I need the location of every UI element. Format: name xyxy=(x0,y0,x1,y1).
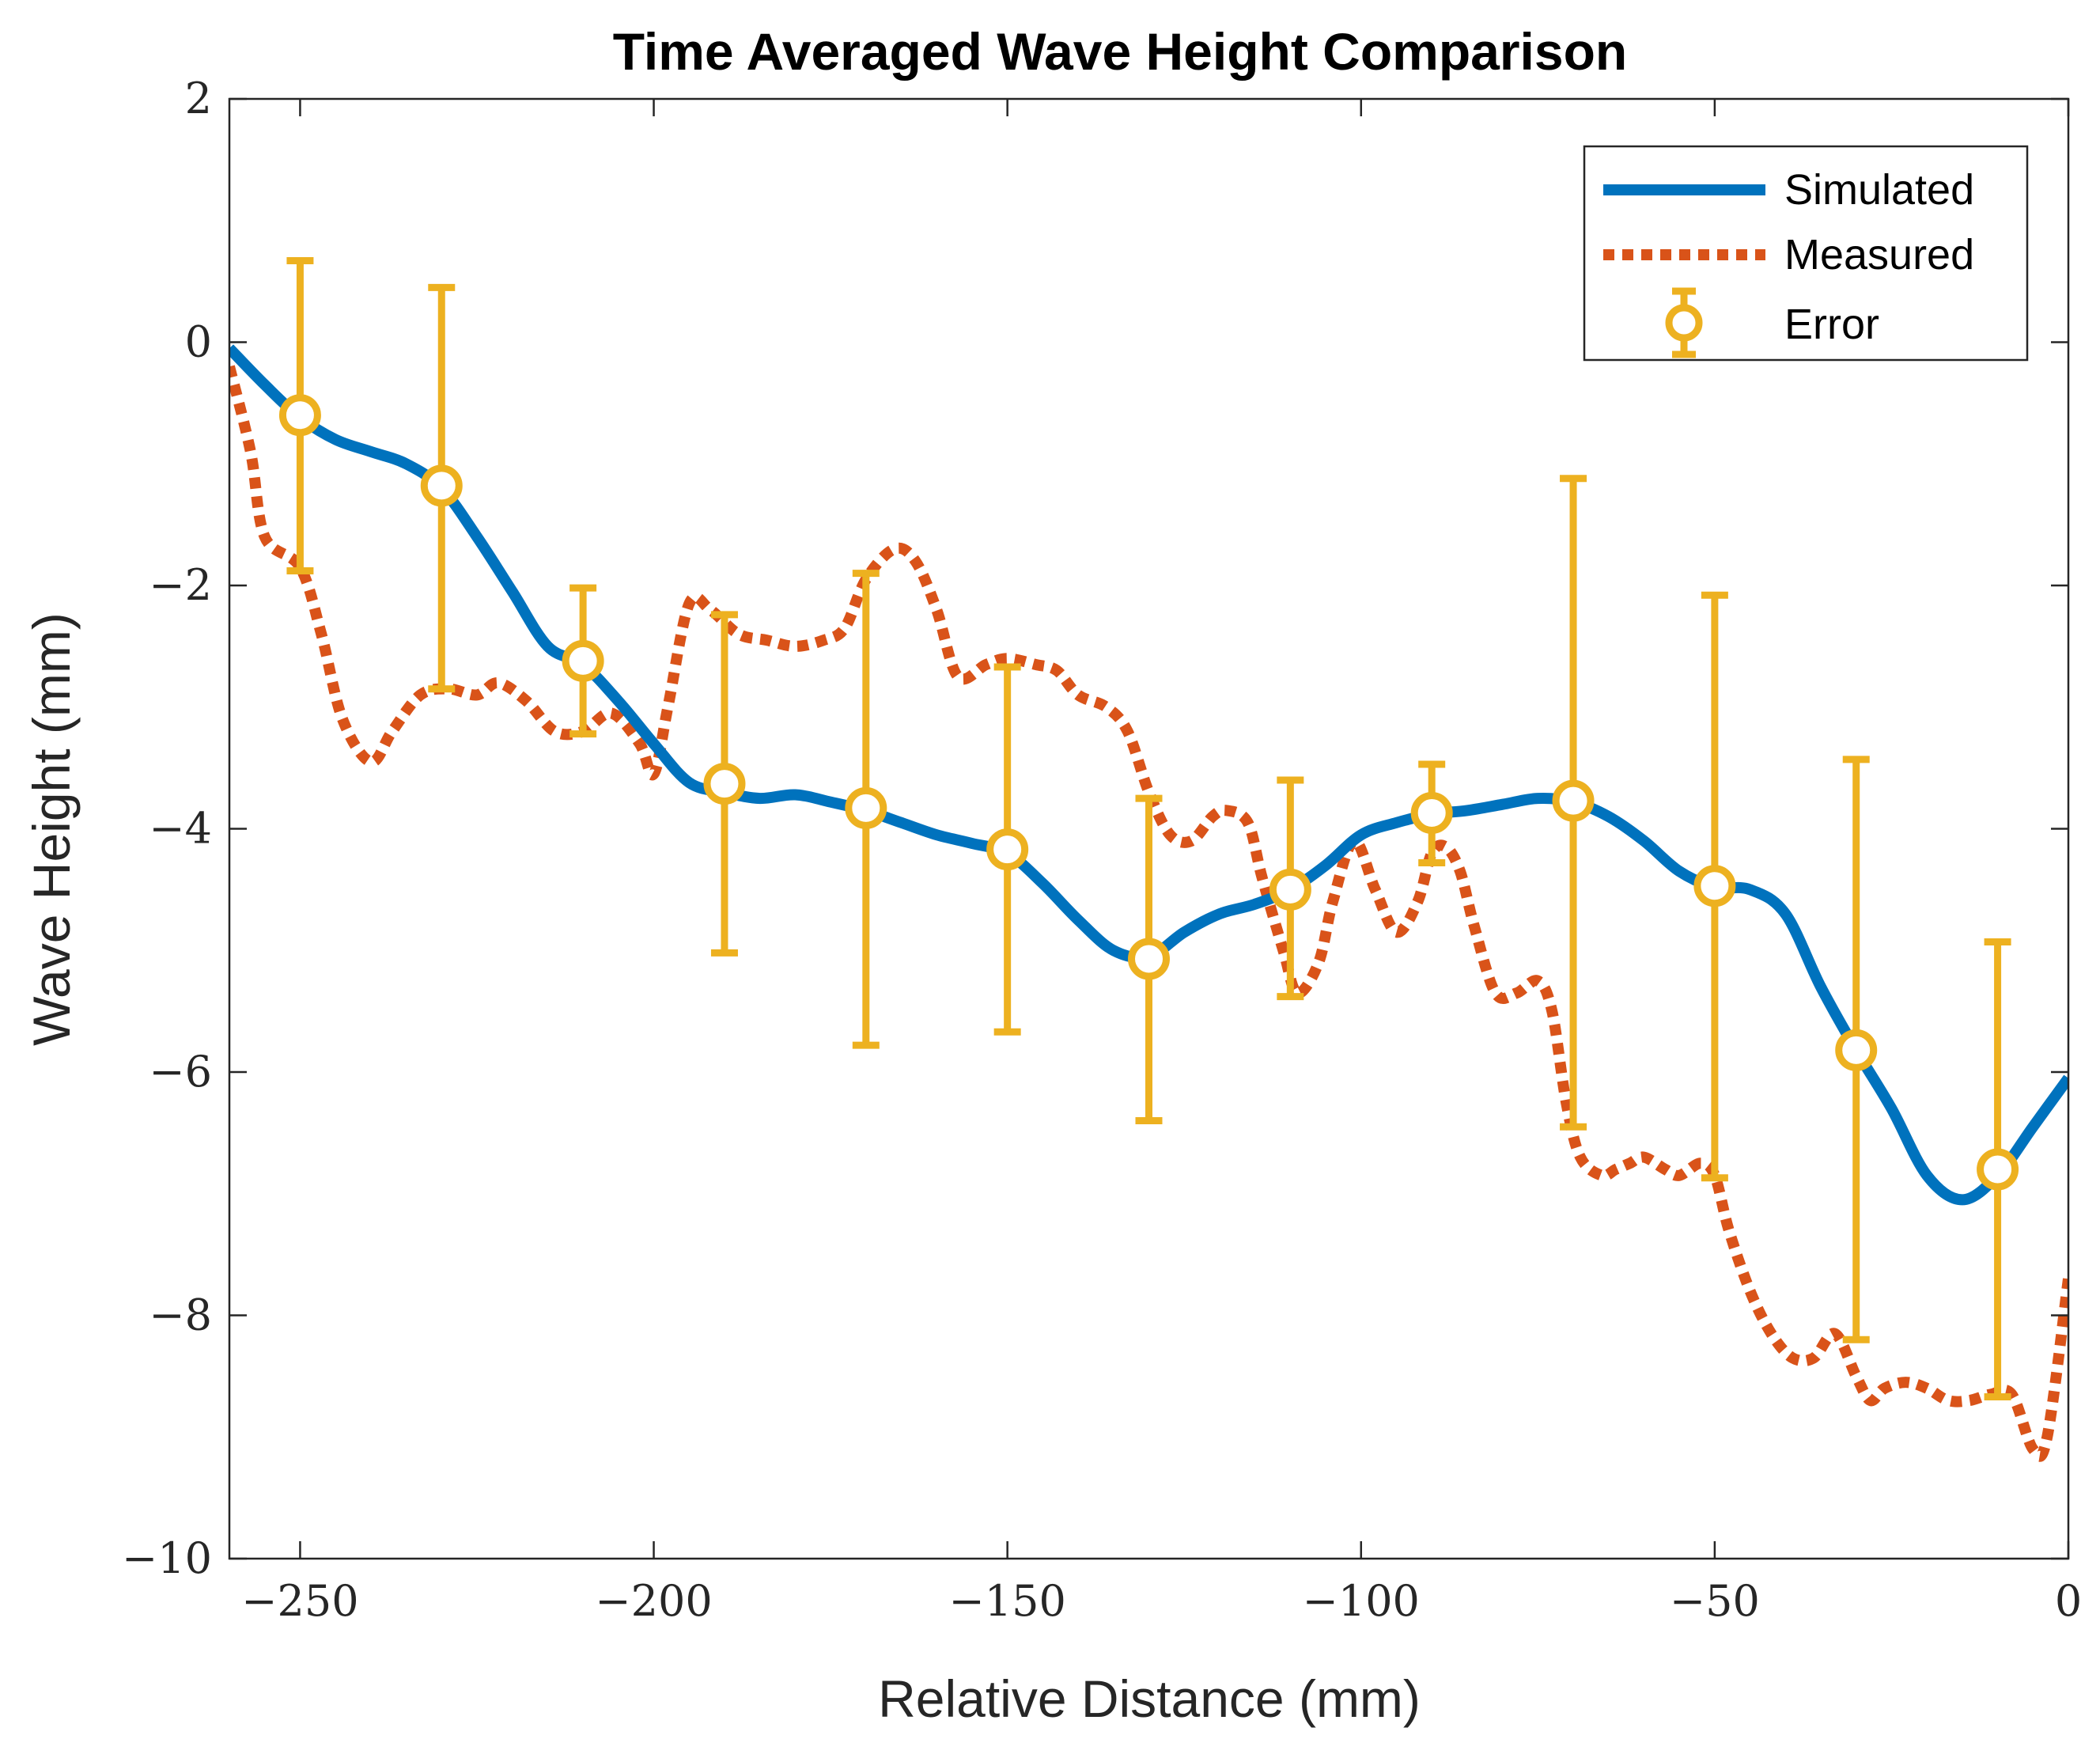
error-bar-marker xyxy=(1552,779,1595,822)
error-bar-marker xyxy=(1693,865,1736,907)
error-bar-marker xyxy=(1977,1148,2019,1191)
y-tick-label: −10 xyxy=(122,1533,212,1583)
ticks-layer: −250 −200 −150 −100 −50 0 −10 −8 −6 −4 −2 0 2 xyxy=(122,74,2082,1626)
legend-simulated-label: Simulated xyxy=(1784,166,1974,214)
error-bar-point xyxy=(1269,776,1311,1001)
error-bar-point xyxy=(845,570,887,1049)
error-bar-point xyxy=(562,584,604,738)
x-tick-label: 0 xyxy=(2055,1576,2082,1626)
x-tick-label: −50 xyxy=(1670,1576,1760,1626)
legend-error-swatch xyxy=(1665,287,1703,358)
error-bar-marker xyxy=(1128,938,1170,980)
error-bar-point xyxy=(1410,760,1453,867)
error-bar-marker xyxy=(845,786,887,829)
y-tick-label: −8 xyxy=(149,1290,212,1340)
error-bar-marker xyxy=(278,394,321,437)
y-tick-label: 0 xyxy=(185,317,212,367)
error-bar-marker xyxy=(703,763,746,805)
error-bar-point xyxy=(1693,591,1736,1182)
error-bar-point xyxy=(1128,794,1170,1124)
chart-title: Time Averaged Wave Height Comparison xyxy=(613,22,1627,81)
series-measured-line xyxy=(229,365,2068,1462)
x-axis-label: Relative Distance (mm) xyxy=(878,1669,1421,1728)
error-bar-point xyxy=(986,663,1029,1036)
error-bar-marker xyxy=(562,639,604,682)
error-bar-point xyxy=(1977,938,2019,1401)
x-tick-label: −150 xyxy=(948,1576,1065,1626)
y-tick-label: −2 xyxy=(149,560,212,610)
x-tick-label: −100 xyxy=(1303,1576,1420,1626)
error-bar-marker xyxy=(420,464,463,507)
legend-box xyxy=(1583,145,2029,362)
y-tick-label: 2 xyxy=(185,74,212,123)
legend: Simulated Measured Error xyxy=(1583,145,2029,362)
x-tick-label: −200 xyxy=(595,1576,712,1626)
error-bar-marker xyxy=(1269,868,1311,911)
error-bar-point xyxy=(278,256,321,575)
legend-error-label: Error xyxy=(1784,301,1879,348)
error-bar-point xyxy=(1552,475,1595,1131)
y-tick-label: −4 xyxy=(149,804,212,854)
error-bar-marker xyxy=(986,828,1029,871)
error-bar-marker xyxy=(1410,792,1453,835)
error-bar-point xyxy=(420,283,463,693)
error-bar-point xyxy=(703,611,746,957)
error-bar-point xyxy=(1835,756,1878,1343)
error-bar-marker xyxy=(1835,1029,1878,1071)
legend-measured-label: Measured xyxy=(1784,231,1974,278)
x-tick-label: −250 xyxy=(241,1576,358,1626)
y-tick-label: −6 xyxy=(149,1047,212,1097)
series-layer xyxy=(229,256,2068,1462)
y-axis-label: Wave Height (mm) xyxy=(22,612,81,1046)
